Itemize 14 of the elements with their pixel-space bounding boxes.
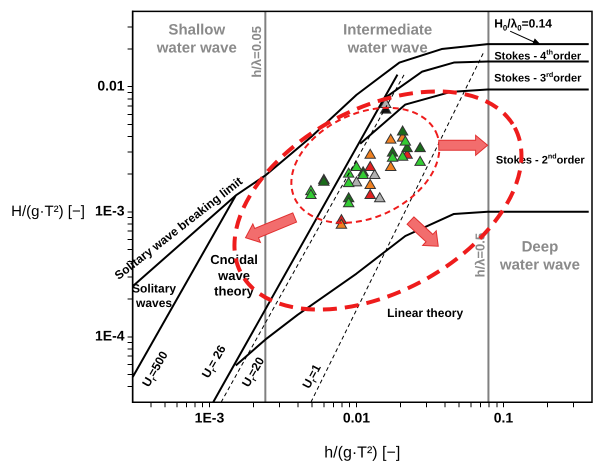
annotation: Intermediate water wave: [343, 21, 432, 56]
y-tick-label: 1E-3: [94, 202, 125, 219]
annotation: Shallow water wave: [156, 22, 237, 57]
annotation: h/λ=0.05: [249, 26, 264, 78]
annotation: Solitary waves: [132, 282, 176, 310]
x-tick-label: 0.1: [494, 409, 514, 426]
y-tick-label: 0.01: [97, 78, 125, 94]
annotation: Linear theory: [387, 306, 464, 320]
annotation: Deep water wave: [498, 238, 580, 274]
x-axis-title: h/(g·T²) [−]: [324, 444, 400, 462]
y-axis-title: H/(g·T²) [−]: [11, 202, 85, 220]
x-tick-label: 1E-3: [194, 409, 224, 426]
x-tick-label: 0.01: [342, 409, 370, 426]
y-tick-label: 1E-4: [94, 328, 125, 344]
